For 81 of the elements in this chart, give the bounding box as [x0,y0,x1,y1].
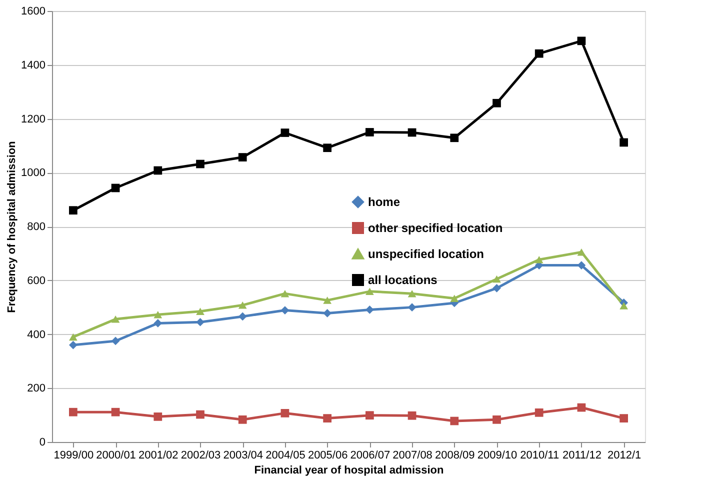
point [492,284,501,292]
y-tick-label: 400 [27,328,46,341]
point [534,49,544,58]
y-axis-title: Frequency of hospital admission [6,140,18,313]
x-tick-label: 2009/10 [477,450,518,462]
point [620,414,628,422]
point [365,306,374,314]
y-tick-label: 1200 [21,113,46,126]
point [492,415,501,424]
x-axis-title: Financial year of hospital admission [254,464,444,476]
x-tick-label: 2011/12 [562,450,602,462]
point [154,412,162,421]
point [408,303,416,312]
point [323,144,332,152]
point [196,308,204,315]
point [196,318,204,326]
x-tick-label: 2004/05 [266,450,306,462]
x-tick-label: 2012/1 [607,450,642,462]
point [280,408,290,418]
point [280,290,290,298]
x-tick-label: 2001/02 [138,450,178,462]
x-tick-label: 2002/03 [180,450,221,462]
y-tick-label: 600 [27,274,46,287]
point [68,206,78,215]
y-tick-label: 0 [39,436,46,448]
point [68,340,78,350]
x-tick-label: 2003/04 [223,450,263,462]
point [450,294,459,302]
point [238,302,247,309]
y-tick-label: 200 [27,382,46,395]
point [154,310,162,318]
point [280,128,290,137]
point [280,306,290,314]
x-tick-label: 2000/01 [96,450,136,462]
point [408,411,416,420]
point [365,288,374,296]
point [196,410,204,419]
legend-label: other specified location [368,221,503,235]
point [365,128,374,136]
point [238,153,247,162]
point [450,416,459,426]
legend-label: home [368,195,400,209]
x-tick-label: 2010/11 [520,450,560,462]
point [154,319,162,328]
point [492,98,501,108]
point [323,296,332,304]
y-tick-label: 1000 [21,167,46,180]
y-tick-label: 1600 [21,6,46,18]
point [534,408,544,417]
point [408,290,416,298]
point [577,36,586,46]
point [450,134,459,142]
point [196,160,204,168]
y-tick-label: 800 [27,221,46,233]
point [238,312,247,321]
point [68,408,78,416]
point [365,411,374,420]
point [577,403,586,412]
x-tick-label: 2006/07 [350,450,390,462]
point [111,336,120,346]
point [620,138,628,147]
point [111,316,120,323]
x-tick-label: 2008/09 [435,450,475,462]
x-tick-label: 1999/00 [54,450,94,462]
legend-label: all locations [368,273,438,287]
point [492,275,501,283]
point [238,415,247,424]
point [68,333,78,341]
point [111,184,120,192]
point [534,256,544,264]
x-tick-label: 2005/06 [308,450,348,462]
point [111,408,120,416]
y-tick-label: 1400 [21,59,46,72]
point [620,302,628,310]
point [154,166,162,175]
x-tick-label: 2007/08 [392,450,432,462]
point [577,248,586,256]
point [408,128,416,137]
legend-label: unspecified location [368,247,484,261]
point [323,309,332,318]
point [323,414,332,422]
